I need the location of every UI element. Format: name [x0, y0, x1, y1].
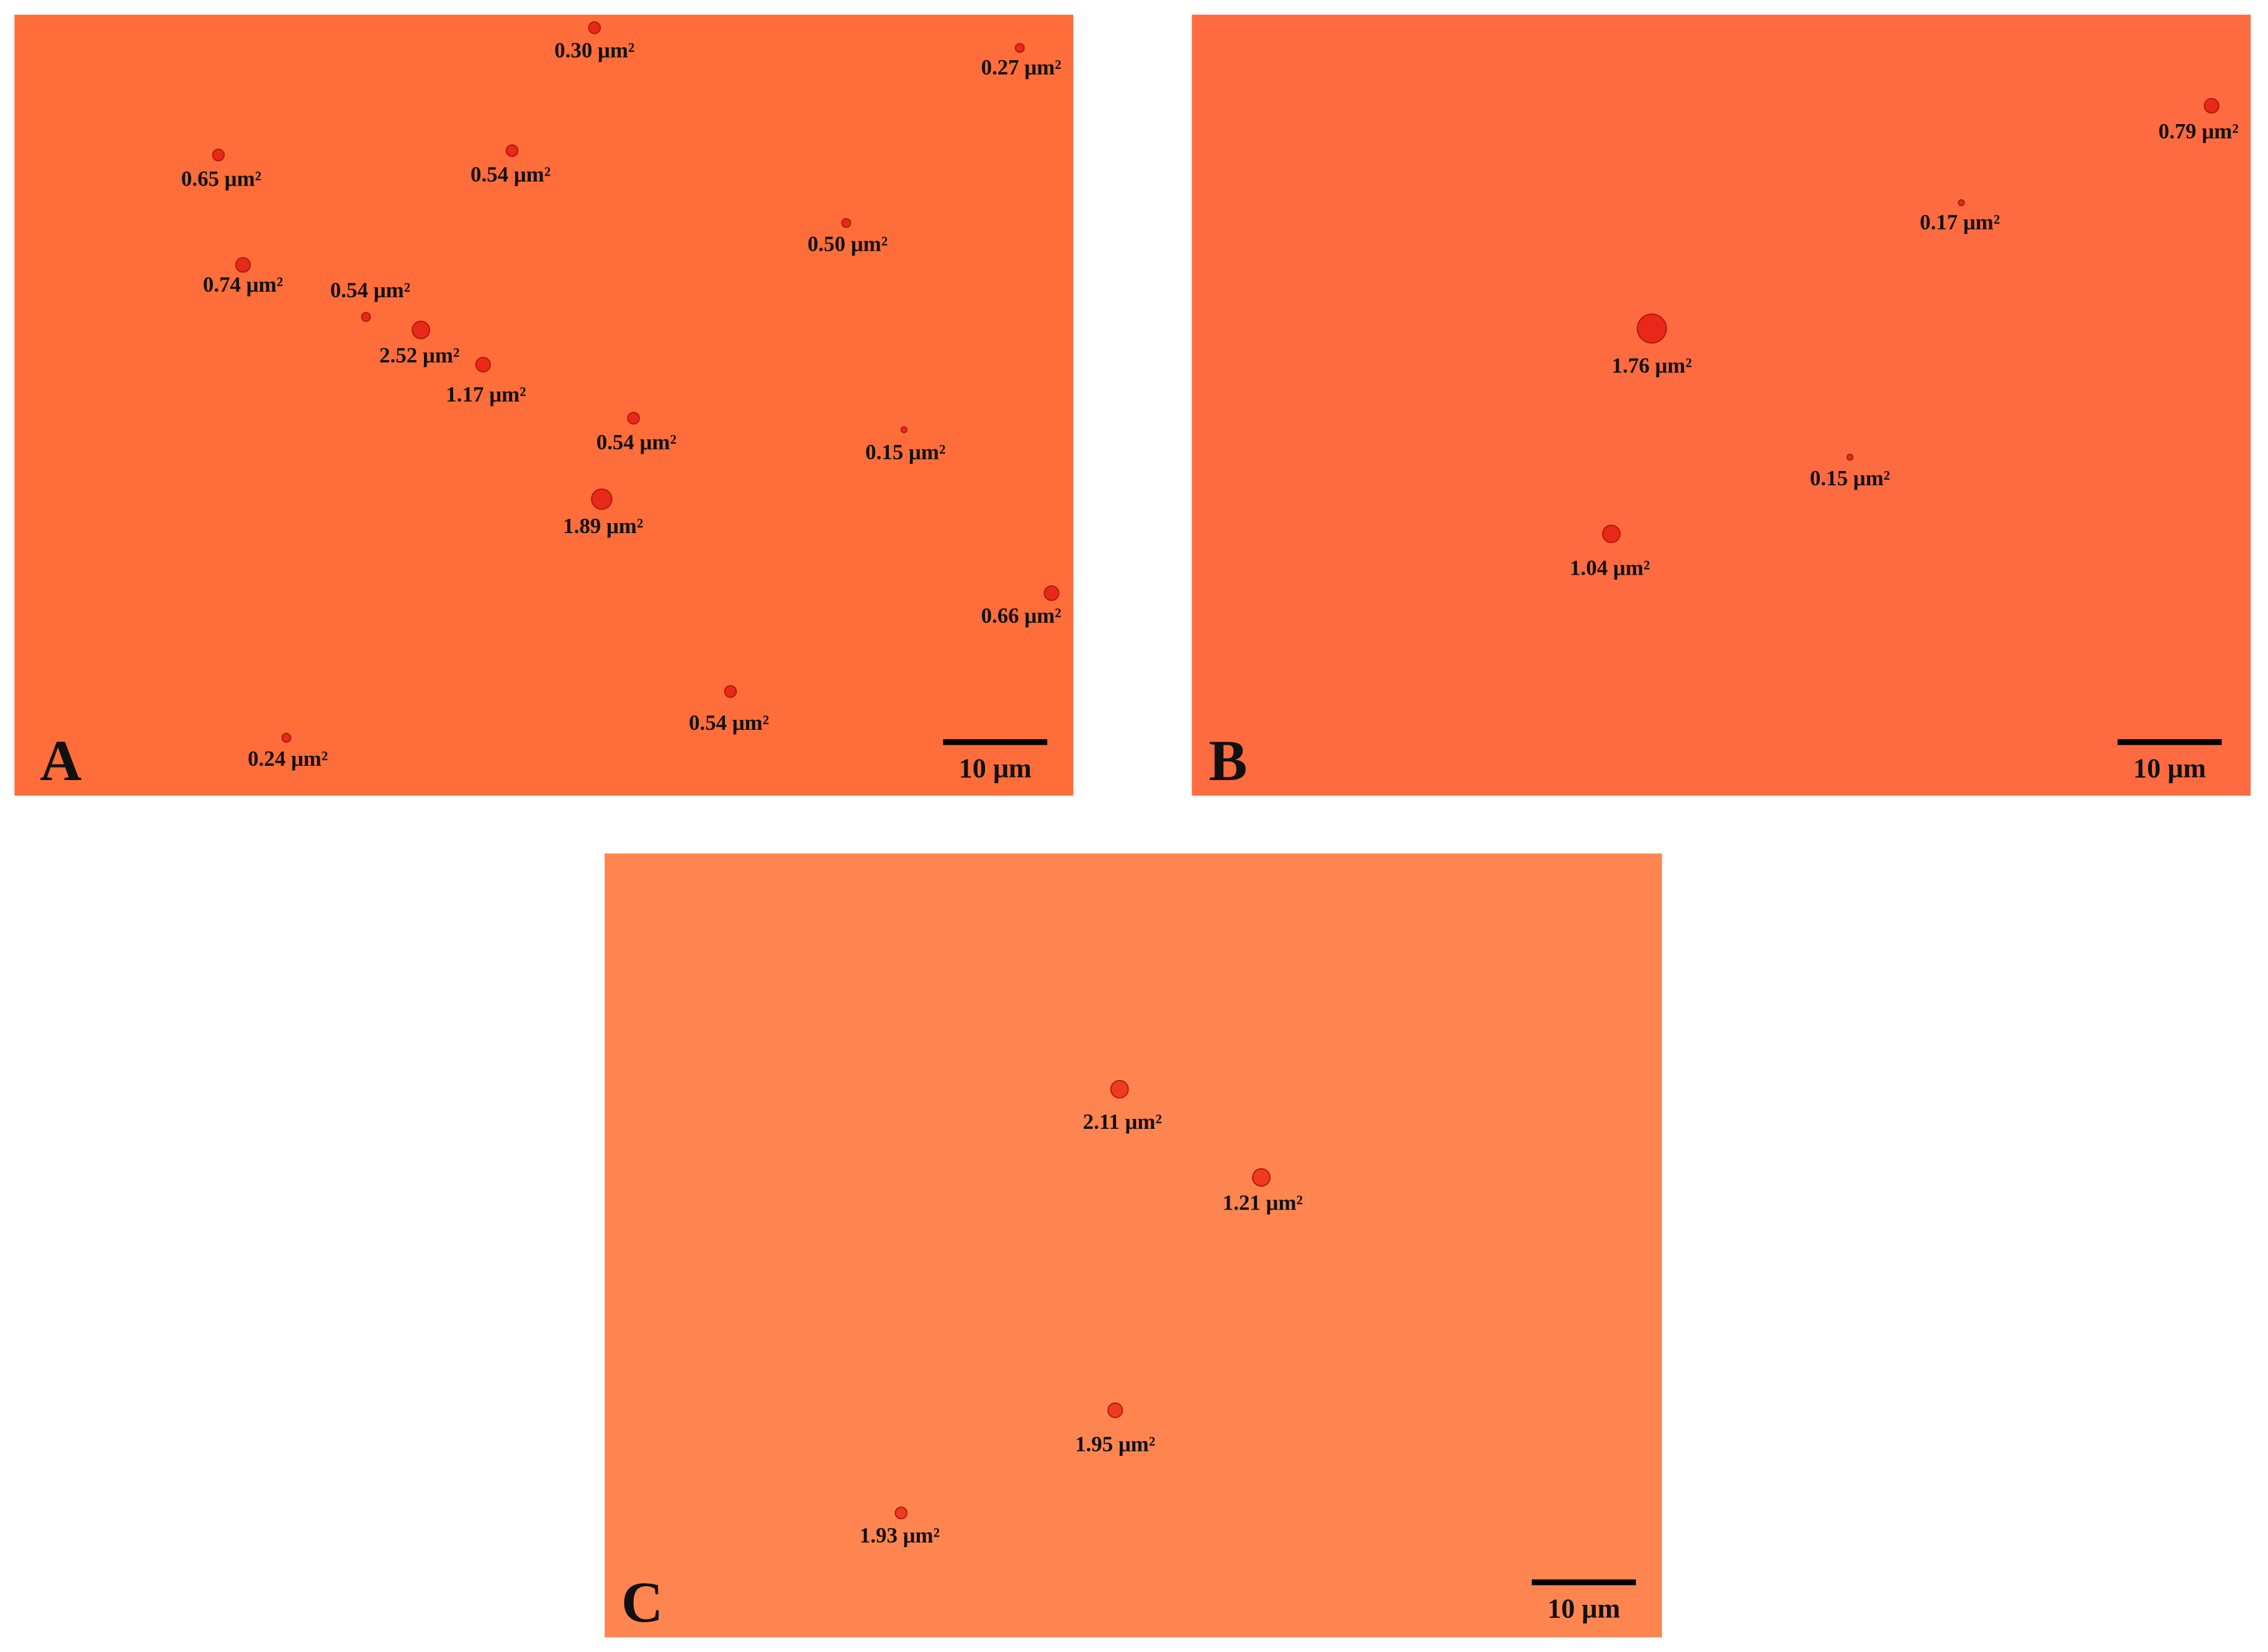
droplet — [724, 685, 737, 698]
droplet — [1252, 1168, 1271, 1187]
droplet-area-label: 0.15 μm² — [1810, 466, 1890, 490]
scale-bar-label: 10 μm — [959, 753, 1032, 784]
droplet-area-label: 0.74 μm² — [203, 272, 283, 297]
micrograph — [605, 853, 1662, 1638]
droplet — [841, 218, 852, 228]
droplet — [627, 411, 640, 425]
panel-letter: B — [1208, 729, 1247, 793]
droplet-area-label: 2.52 μm² — [379, 343, 459, 367]
micrograph — [1192, 14, 2251, 796]
droplet-area-label: 1.89 μm² — [563, 514, 643, 538]
droplet-area-label: 0.30 μm² — [554, 38, 634, 62]
droplet — [1110, 1080, 1129, 1099]
droplet-area-label: 1.93 μm² — [860, 1524, 940, 1548]
droplet-area-label: 0.54 μm² — [330, 278, 410, 302]
droplet-area-label: 2.11 μm² — [1083, 1110, 1162, 1134]
panel: 0.30 μm² 0.27 μm² 0.65 μm² 0.54 μm² 0.50 μm²… — [14, 14, 1074, 796]
droplet-area-label: 1.76 μm² — [1612, 353, 1692, 377]
droplet-area-label: 1.04 μm² — [1570, 556, 1650, 580]
droplet-area-label: 0.24 μm² — [248, 747, 328, 771]
droplet — [1846, 454, 1854, 461]
droplet — [900, 426, 908, 434]
droplet — [1043, 585, 1060, 601]
droplet-area-label: 0.79 μm² — [2159, 119, 2239, 143]
droplet — [1107, 1402, 1123, 1419]
droplet — [505, 144, 519, 157]
droplet — [475, 357, 491, 373]
droplet — [1014, 43, 1025, 53]
droplet-area-label: 0.27 μm² — [981, 55, 1061, 79]
droplet-area-label: 0.54 μm² — [470, 163, 551, 187]
droplet — [1958, 199, 1965, 207]
droplet — [588, 21, 601, 34]
droplet — [235, 257, 251, 273]
droplet — [2203, 97, 2220, 114]
scale-bar-label: 10 μm — [1547, 1594, 1620, 1624]
droplet — [412, 320, 431, 339]
droplet-area-label: 0.66 μm² — [981, 603, 1061, 627]
droplet-area-label: 0.54 μm² — [689, 711, 769, 735]
scale-bar-label: 10 μm — [2133, 753, 2206, 784]
droplet-area-label: 0.17 μm² — [1920, 210, 2000, 235]
micrograph — [14, 14, 1074, 796]
droplet-area-label: 0.65 μm² — [181, 167, 261, 191]
panel-letter: C — [621, 1571, 663, 1635]
panel: 2.11 μm² 1.21 μm² 1.95 μm² 1.93 μm² 10 μm C — [605, 853, 1662, 1638]
panel-letter: A — [40, 729, 81, 793]
panel: 0.79 μm² 0.17 μm² 1.76 μm² 0.15 μm² 1.04 μm²… — [1192, 14, 2251, 796]
droplet-area-label: 1.17 μm² — [446, 382, 526, 406]
droplet-area-label: 0.15 μm² — [865, 440, 945, 464]
droplet-area-label: 1.95 μm² — [1075, 1432, 1155, 1457]
droplet — [212, 148, 225, 161]
droplet — [1637, 313, 1667, 344]
droplet — [361, 312, 371, 322]
droplet-area-label: 1.21 μm² — [1223, 1191, 1303, 1215]
droplet-area-label: 0.50 μm² — [808, 232, 888, 256]
droplet-area-label: 0.54 μm² — [596, 430, 677, 454]
droplet — [281, 732, 292, 743]
droplet — [591, 488, 613, 510]
droplet — [1602, 524, 1621, 544]
droplet — [894, 1506, 908, 1520]
